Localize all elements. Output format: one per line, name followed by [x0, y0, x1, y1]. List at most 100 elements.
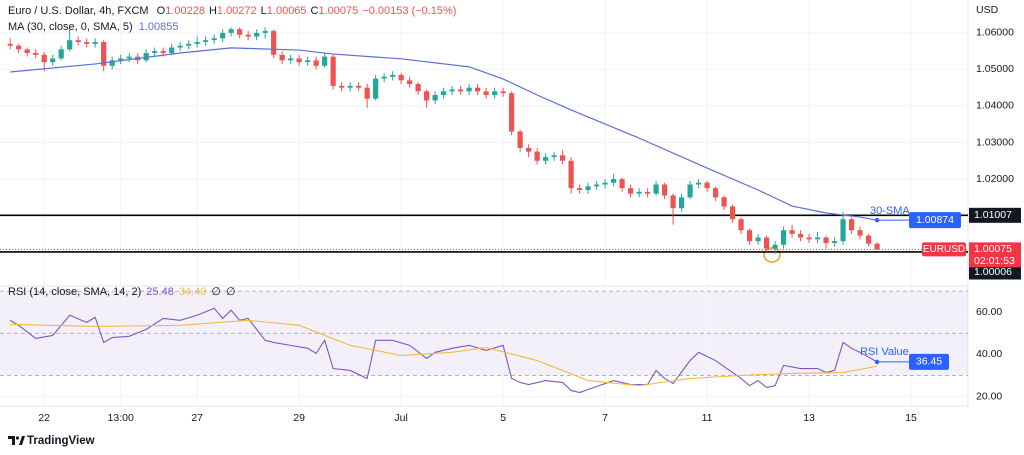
candle-body [738, 219, 744, 231]
y-tick-label: 20.00 [976, 390, 1002, 402]
support-label: 1.01007 [974, 209, 1012, 221]
candle-body [823, 237, 829, 243]
candle-body [695, 182, 702, 185]
candle-body [296, 58, 302, 63]
symbol-label: EURUSD [923, 244, 965, 255]
price-tag-label: 1.00075 [974, 243, 1012, 255]
candle-body [203, 40, 209, 43]
candle-body [432, 95, 438, 101]
candle-body [364, 87, 370, 99]
candle-body [109, 60, 115, 66]
rsi-label-box [909, 353, 949, 370]
candle-body [194, 42, 200, 44]
candle-body [424, 91, 430, 101]
chart-title: Euro / U.S. Dollar, 4h, FXCM [8, 5, 149, 17]
candle-body [92, 42, 98, 44]
ma-label: 1.00874 [916, 214, 954, 226]
rsi-label: 36.45 [916, 356, 942, 368]
rsi-annotation: RSI Value [860, 346, 909, 358]
legend-line: RSI (14, close, SMA, 14, 2) 25.48 34.40 ∅ ∅ [8, 286, 236, 298]
ma-line [10, 47, 878, 221]
candle-body [390, 74, 396, 77]
candle-body [848, 219, 855, 231]
ma-legend-value: 1.00855 [139, 21, 179, 33]
x-tick-label: 7 [602, 412, 608, 424]
y-tick-label: 1.03000 [976, 136, 1014, 148]
quote-key: L [261, 5, 267, 17]
candle-body [763, 237, 770, 249]
candle-body [279, 54, 285, 61]
candle-body [840, 219, 846, 242]
ma-annotation: 30-SMA [870, 205, 910, 217]
candle-body [653, 184, 659, 194]
candle-body [644, 191, 651, 194]
candle-body [466, 87, 472, 92]
rsi-legend-value: 25.48 [146, 286, 174, 298]
candle-body [814, 237, 821, 240]
candle-body [678, 197, 685, 209]
candle-body [619, 179, 625, 189]
price-tag-box [969, 242, 1021, 268]
candle-body [288, 58, 294, 61]
candle-body [577, 188, 583, 190]
candle-body [75, 40, 81, 43]
candle-body [475, 87, 481, 92]
candle-body [7, 43, 13, 46]
ma-label-box [909, 212, 961, 229]
candle-body [772, 244, 778, 249]
plot-layer: 22 13:00 27 29 Jul 5 7 11 13 15 1.02000 1.03000 1.04… [0, 0, 1021, 424]
x-tick-label: 15 [905, 412, 917, 424]
candle-body [602, 182, 608, 185]
candle-body [458, 89, 464, 92]
candle-body [483, 91, 489, 95]
candle-body [126, 56, 132, 59]
support-label-box [969, 207, 1021, 223]
candle-body [789, 230, 795, 234]
x-tick-label: 27 [191, 412, 203, 424]
candle-body [628, 188, 634, 194]
ma-end-dot [874, 217, 880, 223]
y-tick-label: 60.00 [976, 306, 1002, 318]
candle-body [322, 56, 328, 66]
candle-body [313, 60, 319, 66]
candle-body [339, 85, 345, 88]
rsi-line [10, 319, 878, 387]
candle-body [746, 230, 753, 242]
candle-body [551, 155, 557, 158]
quote-key: H [209, 5, 217, 17]
y-tick-label: 40.00 [976, 348, 1002, 360]
candle-body [415, 84, 421, 92]
candle-body [347, 85, 353, 88]
rsi-line [9, 307, 878, 394]
candle-body [670, 195, 676, 209]
candle-body [806, 237, 812, 240]
legend-line: Euro / U.S. Dollar, 4h, FXCM O1.00228 H1.0… [8, 5, 456, 17]
x-tick-label: 13 [803, 412, 815, 424]
rsi-title: RSI (14, close, SMA, 14, 2) [8, 286, 141, 298]
candle-body [492, 91, 498, 95]
candle-body [857, 230, 863, 236]
candle-body [874, 243, 880, 250]
candle-body [84, 42, 90, 44]
quote-change: −0.00153 (−0.15%) [362, 5, 456, 17]
candle-body [721, 197, 727, 207]
candle-body [50, 58, 56, 63]
candle-body [543, 157, 549, 161]
candle-body [118, 58, 124, 61]
rsi-legend-value: ∅ [226, 286, 236, 298]
support-label: 1.00006 [974, 266, 1012, 278]
brand-logo [8, 436, 25, 445]
logo-shape [19, 436, 25, 445]
candle-body [101, 42, 107, 66]
candle-body [407, 80, 413, 85]
candle-body [381, 76, 387, 79]
candle-body [526, 147, 532, 152]
candle-body [152, 51, 158, 53]
candle-body [449, 89, 455, 92]
candle-body [24, 49, 30, 53]
candle-body [780, 230, 787, 245]
candle-body [254, 32, 260, 37]
candle-body [220, 32, 226, 39]
candle-body [636, 191, 642, 194]
candle-body [228, 29, 234, 33]
